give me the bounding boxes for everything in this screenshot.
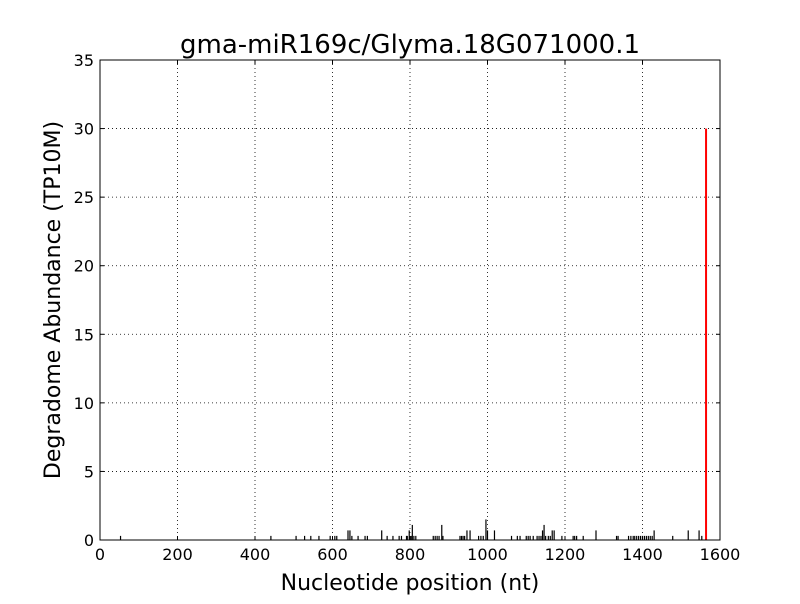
y-tick-label: 35 <box>74 51 94 70</box>
y-axis-label: Degradome Abundance (TP10M) <box>41 121 66 479</box>
x-axis-label: Nucleotide position (nt) <box>281 571 540 596</box>
x-tick-label: 1600 <box>700 545 741 564</box>
x-tick-label: 600 <box>317 545 348 564</box>
x-tick-label: 1200 <box>545 545 586 564</box>
y-tick-label: 25 <box>74 188 94 207</box>
chart-title: gma-miR169c/Glyma.18G071000.1 <box>180 30 640 60</box>
x-tick-label: 1400 <box>622 545 663 564</box>
x-tick-label: 800 <box>395 545 426 564</box>
grid-lines <box>99 59 721 541</box>
y-tick-label: 20 <box>74 257 94 276</box>
x-tick-label: 1000 <box>467 545 508 564</box>
y-tick-label: 5 <box>84 462 94 481</box>
y-tick-label: 15 <box>74 325 94 344</box>
y-tick-label: 0 <box>84 531 94 550</box>
x-tick-label: 0 <box>95 545 105 564</box>
ticks: 0 200 400 600 800 1000 1200 1400 1600 0 5 10 15 20 25 3… <box>74 51 741 564</box>
y-tick-label: 30 <box>74 120 94 139</box>
bars <box>119 128 708 540</box>
x-tick-label: 200 <box>162 545 193 564</box>
y-tick-label: 10 <box>74 394 94 413</box>
x-tick-label: 400 <box>240 545 271 564</box>
